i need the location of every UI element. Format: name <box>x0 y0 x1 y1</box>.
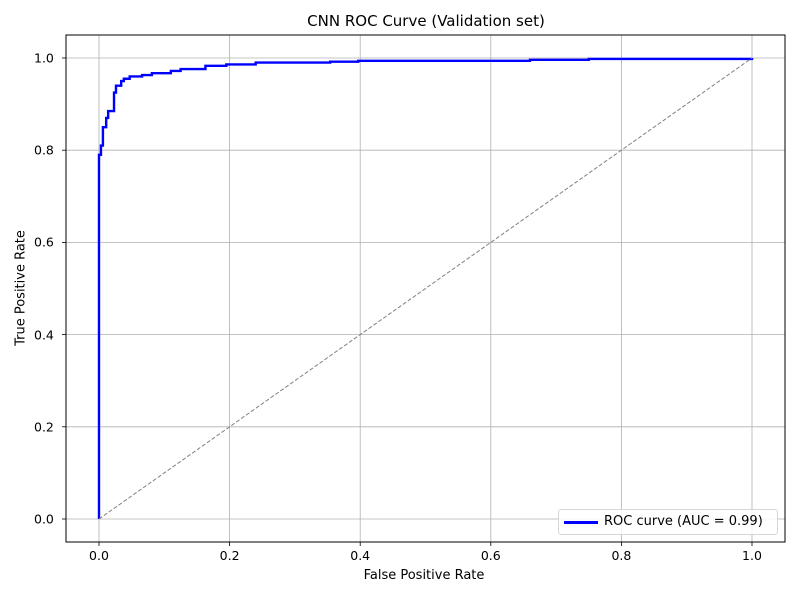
y-tick-label: 0.6 <box>34 234 54 250</box>
y-tick-label: 1.0 <box>34 50 54 66</box>
x-tick-label: 0.2 <box>219 548 240 563</box>
chance-diagonal-line <box>98 57 753 520</box>
legend: ROC curve (AUC = 0.99) <box>558 509 778 535</box>
chart-title: CNN ROC Curve (Validation set) <box>307 12 545 30</box>
x-tick-label: 1.0 <box>742 548 762 563</box>
roc-curve-line <box>97 57 754 519</box>
x-tick-label: 0.6 <box>480 548 501 563</box>
x-tick-label: 0.0 <box>89 548 109 563</box>
y-tick-label: 0.8 <box>34 142 54 158</box>
x-tick-label: 0.8 <box>611 548 632 563</box>
legend-label: ROC curve (AUC = 0.99) <box>604 514 763 529</box>
x-tick-label: 0.4 <box>350 548 371 563</box>
axes-frame <box>65 34 786 543</box>
x-axis-label: False Positive Rate <box>363 568 485 583</box>
y-tick-label: 0.0 <box>34 511 54 527</box>
y-tick-label: 0.2 <box>34 419 54 435</box>
legend-line-swatch <box>564 521 598 524</box>
y-tick-label: 0.4 <box>34 327 54 343</box>
y-axis-label: True Positive Rate <box>13 230 29 346</box>
